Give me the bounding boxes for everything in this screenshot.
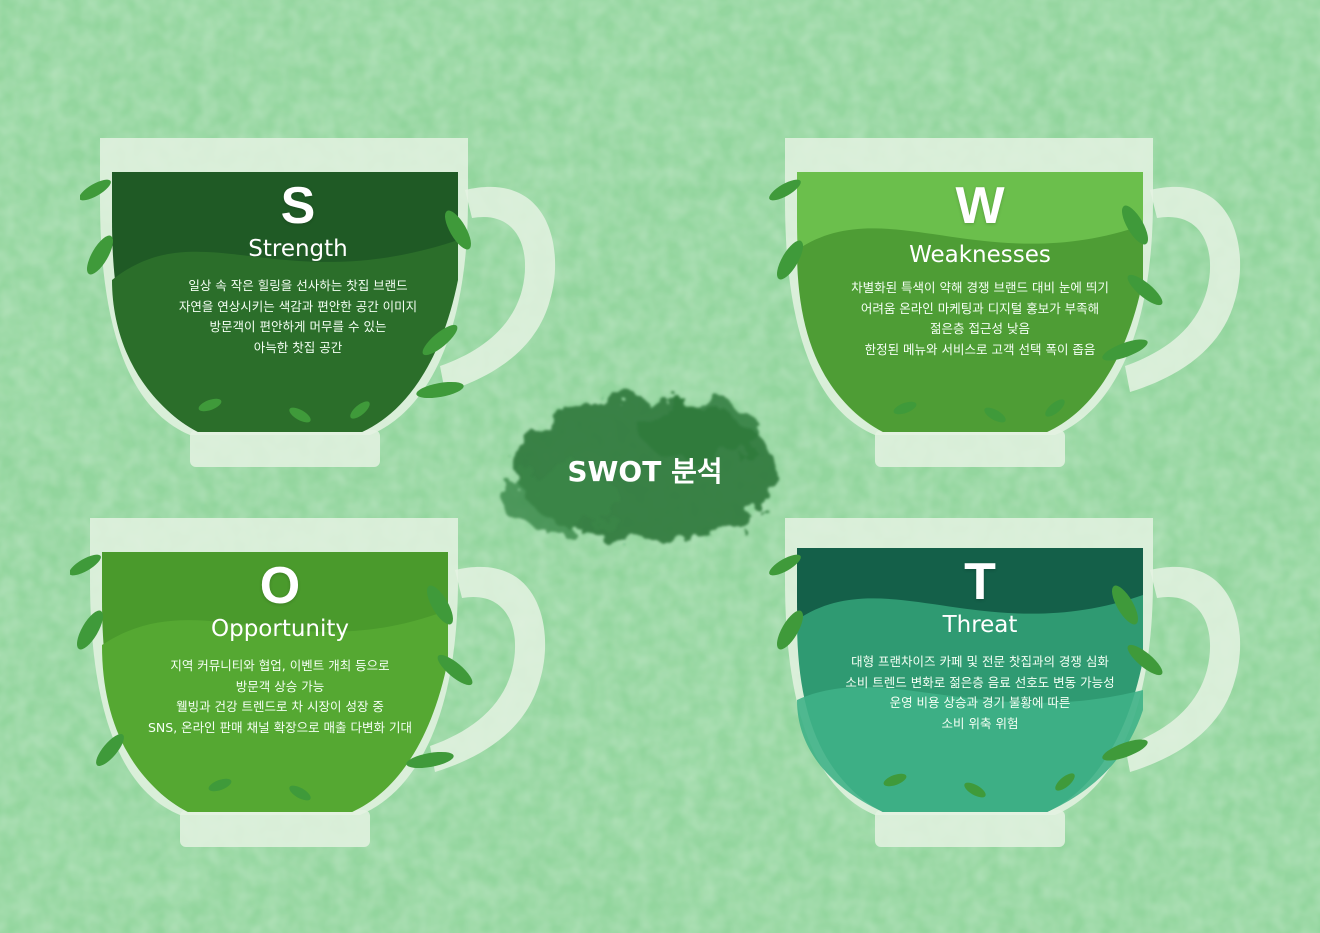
threat-cup: T Threat 대형 프랜차이즈 카페 및 전문 찻집과의 경쟁 심화 소비 … bbox=[765, 510, 1241, 850]
strength-content: S Strength 일상 속 작은 힐링을 선사하는 찻집 브랜드 자연을 연… bbox=[98, 178, 498, 358]
strength-letter: S bbox=[280, 177, 316, 235]
strength-cup: S Strength 일상 속 작은 힐링을 선사하는 찻집 브랜드 자연을 연… bbox=[80, 130, 556, 470]
opportunity-line: 웰빙과 건강 트렌드로 차 시장이 성장 중 bbox=[176, 699, 384, 714]
ink-splash bbox=[500, 398, 775, 542]
weakness-line: 한정된 메뉴와 서비스로 고객 선택 폭이 좁음 bbox=[864, 341, 1096, 357]
threat-line: 대형 프랜차이즈 카페 및 전문 찻집과의 경쟁 심화 bbox=[851, 654, 1109, 669]
threat-line: 운영 비용 상승과 경기 불황에 따른 bbox=[889, 695, 1071, 710]
threat-line: 소비 트렌드 변화로 젊은층 음료 선호도 변동 가능성 bbox=[845, 674, 1115, 690]
opportunity-title: Opportunity bbox=[210, 616, 350, 642]
weakness-title: Weaknesses bbox=[909, 242, 1051, 268]
swot-title: SWOT 분석 bbox=[567, 455, 723, 488]
opportunity-lines: 지역 커뮤니티와 협업, 이벤트 개최 등으로 방문객 상승 가능 웰빙과 건강… bbox=[80, 656, 480, 738]
strength-line: 아늑한 찻집 공간 bbox=[253, 339, 343, 355]
strength-title: Strength bbox=[248, 236, 348, 262]
opportunity-cup: O Opportunity 지역 커뮤니티와 협업, 이벤트 개최 등으로 방문… bbox=[70, 510, 546, 850]
strength-lines: 일상 속 작은 힐링을 선사하는 찻집 브랜드 자연을 연상시키는 색감과 편안… bbox=[98, 276, 498, 358]
weakness-line: 젊은층 접근성 낮음 bbox=[930, 321, 1030, 336]
weakness-line: 차별화된 특색이 약해 경쟁 브랜드 대비 눈에 띄기 bbox=[851, 280, 1109, 295]
opportunity-line: 방문객 상승 가능 bbox=[235, 678, 325, 694]
weakness-cup: W Weaknesses 차별화된 특색이 약해 경쟁 브랜드 대비 눈에 띄기… bbox=[765, 130, 1241, 470]
weakness-line: 어려움 온라인 마케팅과 디지털 홍보가 부족해 bbox=[860, 300, 1100, 316]
threat-content: T Threat 대형 프랜차이즈 카페 및 전문 찻집과의 경쟁 심화 소비 … bbox=[780, 554, 1180, 734]
weakness-content: W Weaknesses 차별화된 특색이 약해 경쟁 브랜드 대비 눈에 띄기… bbox=[780, 178, 1180, 360]
opportunity-line: SNS, 온라인 판매 채널 확장으로 매출 다변화 기대 bbox=[147, 719, 412, 735]
threat-title: Threat bbox=[942, 612, 1018, 638]
opportunity-letter: O bbox=[259, 557, 301, 615]
threat-letter: T bbox=[964, 553, 996, 611]
opportunity-line: 지역 커뮤니티와 협업, 이벤트 개최 등으로 bbox=[170, 658, 390, 673]
strength-line: 자연을 연상시키는 색감과 편안한 공간 이미지 bbox=[178, 298, 418, 314]
strength-line: 방문객이 편안하게 머무를 수 있는 bbox=[209, 319, 387, 334]
weakness-letter: W bbox=[955, 177, 1005, 235]
opportunity-content: O Opportunity 지역 커뮤니티와 협업, 이벤트 개최 등으로 방문… bbox=[80, 558, 480, 738]
threat-line: 소비 위축 위험 bbox=[941, 715, 1019, 731]
threat-lines: 대형 프랜차이즈 카페 및 전문 찻집과의 경쟁 심화 소비 트렌드 변화로 젊… bbox=[780, 652, 1180, 734]
weakness-lines: 차별화된 특색이 약해 경쟁 브랜드 대비 눈에 띄기 어려움 온라인 마케팅과… bbox=[780, 278, 1180, 360]
strength-line: 일상 속 작은 힐링을 선사하는 찻집 브랜드 bbox=[188, 278, 408, 293]
